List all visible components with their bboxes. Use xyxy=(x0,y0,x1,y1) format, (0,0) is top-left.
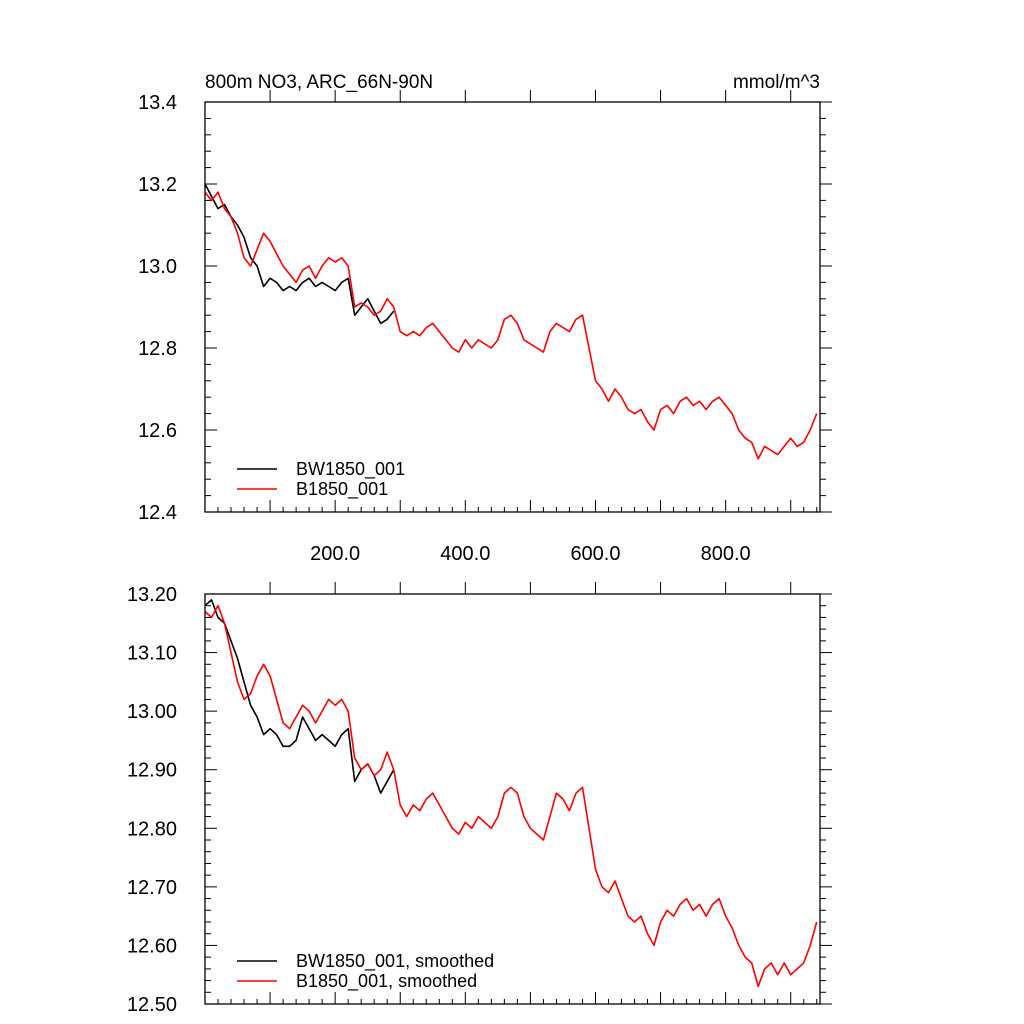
bottom-ytick-label: 13.00 xyxy=(127,701,177,723)
bottom-ytick-label: 12.90 xyxy=(127,760,177,782)
top-axis-ticks xyxy=(205,90,832,513)
bottom-ytick-label: 12.60 xyxy=(127,935,177,957)
top-ytick-label: 12.6 xyxy=(138,420,177,442)
top-plot-frame xyxy=(204,101,821,513)
top-series-line-0 xyxy=(204,183,395,325)
chart-title: 800m NO3, ARC_66N-90N xyxy=(205,72,433,93)
top-xtick-label: 600.0 xyxy=(570,543,620,565)
units-label: mmol/m^3 xyxy=(733,72,820,93)
top-series-lines xyxy=(204,183,818,460)
top-series-line-1 xyxy=(204,191,818,460)
bottom-series-lines xyxy=(204,599,818,988)
bottom-ytick-label: 13.20 xyxy=(127,584,177,606)
top-legend-label-0: BW1850_001 xyxy=(296,459,405,480)
bottom-tick-labels: 12.50 12.60 12.70 12.80 12.90 13.00 13.10 13.20 xyxy=(127,584,177,1016)
top-ytick-label: 12.4 xyxy=(138,502,177,524)
bottom-ytick-label: 12.80 xyxy=(127,818,177,840)
top-ytick-label: 12.8 xyxy=(138,338,177,360)
bottom-ytick-label: 12.50 xyxy=(127,994,177,1016)
bottom-axis-ticks xyxy=(205,582,832,1005)
bottom-panel: 12.50 12.60 12.70 12.80 12.90 13.00 13.10 13.20… xyxy=(127,582,832,1016)
top-legend-label-1: B1850_001 xyxy=(296,479,388,500)
bottom-ytick-label: 12.70 xyxy=(127,877,177,899)
bottom-series-line-0 xyxy=(204,599,395,794)
bottom-ytick-label: 13.10 xyxy=(127,643,177,665)
bottom-plot-frame xyxy=(204,593,821,1005)
bottom-series-line-1 xyxy=(204,604,818,988)
top-ytick-label: 13.2 xyxy=(138,174,177,196)
top-xtick-label: 200.0 xyxy=(310,543,360,565)
top-ytick-label: 13.0 xyxy=(138,256,177,278)
top-tick-labels: 12.4 12.6 12.8 13.0 13.2 13.4 200.0 400.0 600.0 8… xyxy=(138,92,751,565)
top-panel: 800m NO3, ARC_66N-90N mmol/m^3 12.412.61… xyxy=(138,72,832,565)
top-xtick-label: 400.0 xyxy=(440,543,490,565)
top-xtick-label: 800.0 xyxy=(701,543,751,565)
bottom-legend-label-0: BW1850_001, smoothed xyxy=(296,951,494,972)
top-ytick-label: 13.4 xyxy=(138,92,177,114)
bottom-legend-label-1: B1850_001, smoothed xyxy=(296,971,477,992)
